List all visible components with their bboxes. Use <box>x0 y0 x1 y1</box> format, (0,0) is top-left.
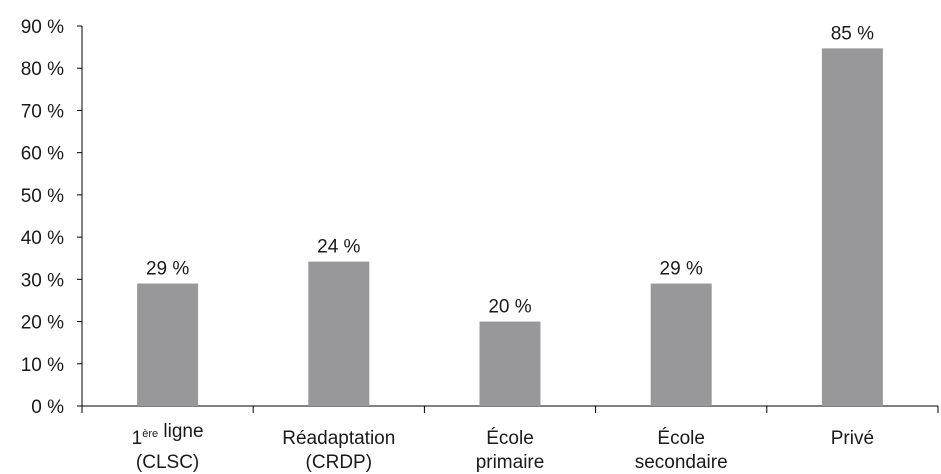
data-label: 24 % <box>317 237 360 258</box>
y-tick-label: 0 % <box>31 397 64 418</box>
category-label: École secondaire <box>635 428 728 473</box>
x-axis <box>81 405 939 413</box>
y-tick-label: 40 % <box>21 228 64 249</box>
y-tick-label: 30 % <box>21 270 64 291</box>
data-label: 20 % <box>488 297 531 318</box>
y-tick-label: 60 % <box>21 144 64 165</box>
category-label: 1ère ligne (CLSC) <box>132 421 204 473</box>
y-tick-label: 90 % <box>21 17 64 38</box>
bar <box>650 283 712 406</box>
bar <box>308 261 370 406</box>
data-label: 29 % <box>146 259 189 280</box>
y-tick-label: 80 % <box>21 59 64 80</box>
data-labels: 29 % 24 % 20 % 29 % 85 % <box>146 23 874 317</box>
y-axis: 0 % 10 % 20 % 30 % 40 % 50 % 60 % 70 % 80 % 90 % <box>21 17 83 418</box>
category-labels: 1ère ligne (CLSC) Réadaptation (CRDP) École p… <box>132 421 874 473</box>
bars <box>137 48 883 406</box>
data-label: 29 % <box>660 259 703 280</box>
category-label: École primaire <box>476 428 545 473</box>
bar <box>479 321 541 406</box>
y-tick-label: 10 % <box>21 355 64 376</box>
data-label: 85 % <box>831 23 874 44</box>
y-tick-label: 20 % <box>21 313 64 334</box>
y-tick-label: 70 % <box>21 101 64 122</box>
bar <box>821 48 883 406</box>
bar <box>137 283 199 406</box>
category-label: Réadaptation (CRDP) <box>282 428 395 473</box>
y-tick-label: 50 % <box>21 186 64 207</box>
category-label: Privé <box>831 428 874 449</box>
